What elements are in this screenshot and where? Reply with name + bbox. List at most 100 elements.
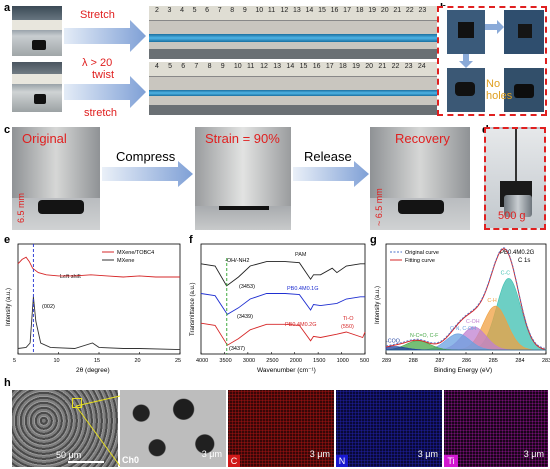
release-arrow-icon [293, 161, 369, 187]
panel-h-sem-zoom: Ch0 3 μm [120, 390, 226, 467]
chart-f-marks: 4000 3500 3000 2500 2000 1500 1000 500 [196, 258, 369, 364]
ruler-number: 5 [192, 7, 197, 14]
ruler-number: 14 [305, 7, 314, 14]
ruler-number: 8 [207, 63, 212, 70]
ruler-number: 16 [312, 63, 321, 70]
peak-label: C-N, C-OH [450, 326, 476, 332]
compress-arrow-icon [102, 161, 193, 187]
panel-d-photo [484, 127, 546, 230]
peak-label: C-C [501, 270, 511, 276]
ruler-number: 14 [286, 63, 295, 70]
panel-c-original-photo [12, 127, 100, 230]
no-holes-line-2: holes [486, 90, 513, 102]
twist-label: twist [92, 69, 114, 81]
panel-b-photo-1 [447, 10, 485, 54]
peak-label: N-C=O, C-F [410, 333, 439, 339]
panel-c-overlay: Original Compress Strain = 90% Release R… [16, 131, 450, 226]
series-line-1 [17, 296, 181, 351]
ruler-number: 8 [230, 7, 235, 14]
panel-b-arrow-down-icon [459, 54, 473, 68]
chart-f-frame [200, 243, 366, 355]
ruler-number: 22 [391, 63, 400, 70]
x-tick-label: 284 [515, 358, 524, 364]
panel-b-photo-3 [447, 68, 485, 112]
series-line-1 [200, 293, 365, 316]
c-label: C [228, 455, 240, 467]
panel-label-e: e [4, 234, 11, 246]
chart-e-frame [17, 243, 181, 355]
chart-e-ylabel: Intensity (a.u.) [6, 288, 12, 326]
no-holes-line-1: No [486, 78, 501, 90]
zoom-lines [75, 395, 121, 467]
ruler-number: 18 [339, 63, 347, 70]
x-tick-label: 15 [94, 358, 100, 364]
chart-g-xlabel: Binding Energy (eV) [434, 367, 492, 374]
panel-h-map-n: N 3 μm [336, 390, 442, 467]
chart-g-title: PB0.4M0.2G [500, 250, 535, 256]
ruler-number: 10 [255, 7, 264, 14]
twist-arrow-icon [64, 76, 146, 108]
ch0-label: Ch0 [122, 455, 140, 465]
legend-label: MXene [117, 258, 134, 264]
ruler-number: 16 [330, 7, 339, 14]
chart-g-legend-fitting: Fitting curve [405, 258, 435, 264]
x-tick-label: 1000 [337, 358, 349, 364]
chart-g-ylabel: Intensity (a.u.) [375, 286, 381, 324]
ruler-number: 9 [220, 63, 225, 70]
panel-label-a: a [4, 2, 11, 14]
compress-label: Compress [116, 149, 176, 164]
ruler-number: 21 [393, 7, 402, 14]
panel-h-map-ti: Ti 3 μm [444, 390, 548, 467]
ruler-number: 21 [378, 63, 387, 70]
panel-c-recovery-photo [370, 127, 470, 230]
chart-f-annotation-3453: (3453) [239, 284, 255, 290]
panel-a-photo-2 [12, 62, 62, 112]
panel-label-g: g [370, 234, 377, 246]
chart-g-marks: 289 288 287 286 285 284 283 C-C C-H C-OHC-N, C-OH… [382, 247, 550, 364]
ruler-number: 23 [418, 7, 427, 14]
chart-f-ylabel: Transmittance (a.u.) [190, 283, 196, 336]
chart-e-xlabel: 2θ (degree) [76, 367, 110, 374]
ruler-number: 7 [194, 63, 199, 70]
x-tick-label: 20 [135, 358, 141, 364]
scale-3b: 3 μm [309, 449, 330, 459]
panel-h-map-c: C 3 μm [228, 390, 334, 467]
ruler-number: 3 [167, 7, 172, 14]
ti-label: Ti [444, 455, 458, 467]
series-line-0 [17, 256, 180, 278]
n-label: N [336, 455, 348, 467]
chart-g-legend-original: Original curve [405, 250, 439, 256]
ruler-number: 11 [247, 63, 255, 70]
ruler-number: 24 [417, 63, 426, 70]
x-tick-label: 3000 [243, 358, 255, 364]
panel-h-sem-large: 50 μm [12, 390, 118, 467]
original-label: Original [22, 131, 67, 146]
chart-e-marks: 5 10 15 20 25 [13, 244, 181, 364]
chart-e-annotation-002: (002) [42, 304, 55, 310]
ruler-number: 15 [299, 63, 308, 70]
legend-label: MXene/TOBC4 [117, 250, 154, 256]
peak-label: -COO [386, 339, 400, 345]
chart-f-annotation-550: (550) [341, 324, 354, 330]
ruler-number: 18 [355, 7, 364, 14]
series-line-2 [200, 322, 366, 346]
x-tick-label: 25 [175, 358, 181, 364]
twist-stretch-label: stretch [84, 107, 117, 116]
chart-f: Transmittance (a.u.) Wavenumber (cm⁻¹) -… [190, 243, 369, 374]
ruler-number: 20 [380, 7, 389, 14]
chart-e-annotation-left-shift: Left shift [60, 274, 81, 280]
peak-label: C-OH [466, 319, 480, 325]
stretch-label: Stretch [80, 9, 115, 21]
panel-label-c: c [4, 124, 11, 136]
weight-label: 500 g [498, 210, 526, 222]
ruler-number: 19 [368, 7, 377, 14]
ruler-number: 22 [405, 7, 414, 14]
original-curve [385, 247, 545, 349]
chart-e-legend: MXene/TOBC4 MXene [102, 250, 154, 264]
ruler-number: 12 [260, 63, 268, 70]
scale-50: 50 μm [56, 450, 82, 460]
series-label: PB0.4M0.1G [287, 286, 319, 292]
ruler-number: 15 [318, 7, 326, 14]
ruler-number: 7 [217, 7, 222, 14]
ruler-number: 23 [404, 63, 413, 70]
